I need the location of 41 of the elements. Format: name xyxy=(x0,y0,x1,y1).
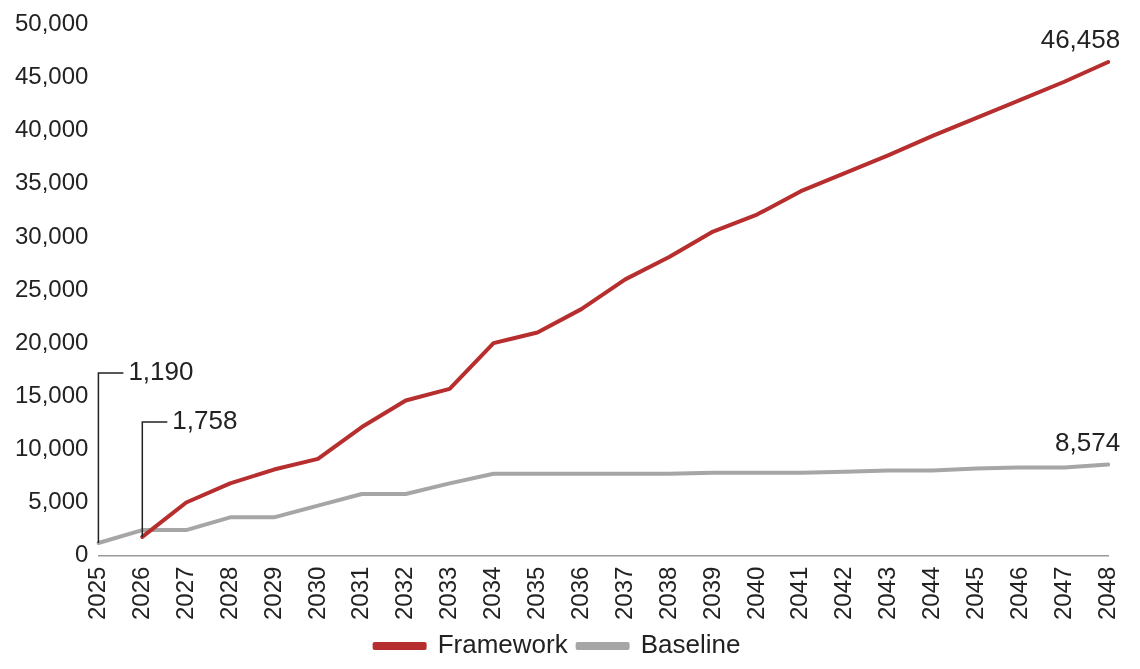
x-tick-label: 2047 xyxy=(1048,566,1076,620)
y-tick-label: 5,000 xyxy=(28,487,89,515)
x-tick-label: 2046 xyxy=(1005,566,1033,620)
x-tick-label: 2042 xyxy=(829,566,857,620)
x-tick-label: 2043 xyxy=(873,566,901,620)
y-tick-label: 10,000 xyxy=(15,433,89,461)
x-tick-label: 2036 xyxy=(565,566,593,620)
x-tick-label: 2048 xyxy=(1092,566,1120,620)
y-tick-label: 0 xyxy=(75,540,89,568)
x-tick-label: 2037 xyxy=(609,566,637,620)
y-tick-label: 45,000 xyxy=(15,62,89,90)
x-tick-label: 2033 xyxy=(434,566,462,620)
x-tick-label: 2034 xyxy=(478,566,506,620)
y-tick-label: 40,000 xyxy=(15,115,89,143)
data-label: 8,574 xyxy=(1055,426,1121,457)
x-tick-label: 2040 xyxy=(741,566,769,620)
x-tick-label: 2026 xyxy=(126,566,154,620)
y-tick-label: 50,000 xyxy=(15,9,89,37)
x-tick-label: 2027 xyxy=(170,566,198,620)
x-tick-label: 2032 xyxy=(390,566,418,620)
legend-label: Framework xyxy=(437,629,569,660)
x-tick-label: 2041 xyxy=(785,566,813,620)
legend-label: Baseline xyxy=(640,629,741,660)
x-tick-label: 2039 xyxy=(697,566,725,620)
x-tick-label: 2038 xyxy=(653,566,681,620)
y-tick-label: 30,000 xyxy=(15,221,89,249)
y-tick-label: 25,000 xyxy=(15,274,89,302)
y-tick-label: 35,000 xyxy=(15,168,89,196)
x-tick-label: 2028 xyxy=(214,566,242,620)
x-tick-label: 2045 xyxy=(961,566,989,620)
y-tick-label: 20,000 xyxy=(15,327,89,355)
y-tick-label: 15,000 xyxy=(15,380,89,408)
x-tick-label: 2044 xyxy=(917,566,945,620)
x-tick-label: 2031 xyxy=(346,566,374,620)
x-tick-label: 2025 xyxy=(83,566,111,620)
x-tick-label: 2030 xyxy=(302,566,330,620)
data-label: 1,758 xyxy=(172,405,238,436)
data-label: 1,190 xyxy=(128,356,194,387)
x-tick-label: 2029 xyxy=(258,566,286,620)
x-tick-label: 2035 xyxy=(522,566,550,620)
data-label: 46,458 xyxy=(1040,24,1121,55)
